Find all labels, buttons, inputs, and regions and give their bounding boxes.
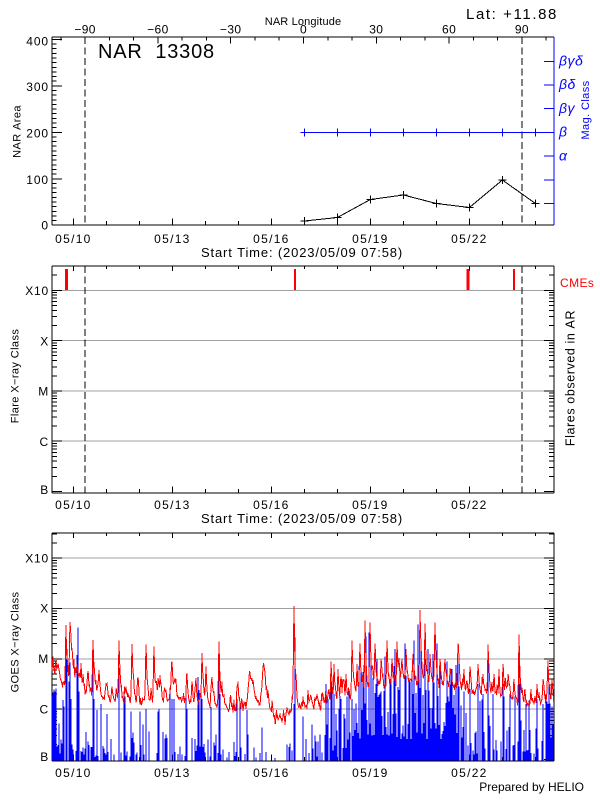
svg-text:300: 300 xyxy=(26,80,49,94)
svg-text:05/10: 05/10 xyxy=(55,766,92,780)
svg-text:05/10: 05/10 xyxy=(55,232,92,246)
svg-text:−60: −60 xyxy=(147,23,169,37)
svg-text:NAR Area: NAR Area xyxy=(11,105,23,158)
svg-text:0: 0 xyxy=(300,23,307,37)
svg-text:β: β xyxy=(558,124,568,140)
svg-text:90: 90 xyxy=(515,23,529,37)
svg-text:Prepared by HELIO: Prepared by HELIO xyxy=(479,780,584,794)
svg-text:05/13: 05/13 xyxy=(154,232,191,246)
svg-text:βδ: βδ xyxy=(558,76,576,92)
svg-text:05/19: 05/19 xyxy=(352,766,389,780)
svg-text:05/22: 05/22 xyxy=(451,498,488,512)
svg-text:Start Time: (2023/05/09 07:58): Start Time: (2023/05/09 07:58) xyxy=(201,245,403,260)
svg-text:X10: X10 xyxy=(25,284,49,298)
svg-text:05/16: 05/16 xyxy=(253,232,290,246)
svg-text:βγ: βγ xyxy=(558,100,575,116)
svg-text:X: X xyxy=(40,334,49,348)
svg-text:200: 200 xyxy=(26,126,49,140)
svg-text:B: B xyxy=(40,483,49,497)
svg-text:M: M xyxy=(38,652,49,666)
svg-text:05/19: 05/19 xyxy=(352,232,389,246)
svg-text:05/16: 05/16 xyxy=(253,498,290,512)
svg-text:B: B xyxy=(40,750,49,764)
svg-text:CMEs: CMEs xyxy=(560,276,594,290)
svg-text:C: C xyxy=(40,702,49,716)
svg-text:05/22: 05/22 xyxy=(451,232,488,246)
svg-text:NAR 13308: NAR 13308 xyxy=(98,41,215,63)
svg-text:05/10: 05/10 xyxy=(55,498,92,512)
svg-text:M: M xyxy=(38,385,49,399)
svg-text:400: 400 xyxy=(26,35,49,49)
svg-text:C: C xyxy=(40,435,49,449)
svg-text:βγδ: βγδ xyxy=(558,53,583,69)
svg-text:NAR Longitude: NAR Longitude xyxy=(265,16,342,28)
svg-text:X10: X10 xyxy=(25,551,49,565)
svg-text:GOES X−ray Class: GOES X−ray Class xyxy=(9,591,21,692)
svg-text:60: 60 xyxy=(442,23,456,37)
svg-text:X: X xyxy=(40,602,49,616)
svg-text:05/16: 05/16 xyxy=(253,766,290,780)
svg-text:−30: −30 xyxy=(220,23,242,37)
svg-text:05/22: 05/22 xyxy=(451,766,488,780)
svg-text:α: α xyxy=(559,147,568,163)
svg-text:100: 100 xyxy=(26,173,49,187)
svg-text:Flares observed in AR: Flares observed in AR xyxy=(563,310,577,446)
svg-text:Flare X−ray Class: Flare X−ray Class xyxy=(9,329,21,424)
svg-text:05/19: 05/19 xyxy=(352,498,389,512)
svg-text:05/13: 05/13 xyxy=(154,498,191,512)
svg-text:Mag. Class: Mag. Class xyxy=(580,80,592,139)
svg-text:Lat: +11.88: Lat: +11.88 xyxy=(466,6,558,23)
svg-text:Start Time: (2023/05/09 07:58): Start Time: (2023/05/09 07:58) xyxy=(201,511,403,526)
svg-text:05/13: 05/13 xyxy=(154,766,191,780)
svg-text:30: 30 xyxy=(369,23,383,37)
svg-text:−90: −90 xyxy=(74,23,96,37)
svg-text:0: 0 xyxy=(41,218,49,232)
